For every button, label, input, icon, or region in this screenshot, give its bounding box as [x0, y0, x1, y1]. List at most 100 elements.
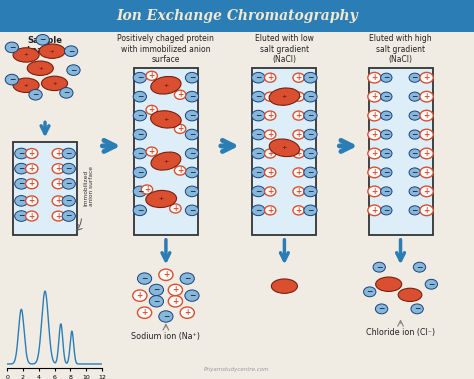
Circle shape [381, 206, 392, 215]
Circle shape [62, 163, 75, 174]
Text: −: − [255, 130, 262, 139]
Circle shape [36, 34, 49, 45]
Circle shape [420, 167, 433, 178]
Text: +: + [141, 308, 148, 317]
Circle shape [304, 91, 317, 102]
Text: +: + [295, 187, 302, 196]
Text: −: − [255, 111, 262, 120]
Text: +: + [295, 206, 302, 215]
Circle shape [26, 196, 38, 206]
Text: +: + [172, 285, 179, 294]
Circle shape [264, 73, 276, 82]
Circle shape [185, 290, 199, 301]
Text: −: − [411, 206, 418, 215]
Text: +: + [423, 130, 430, 139]
Circle shape [185, 91, 199, 102]
Circle shape [409, 168, 420, 177]
Circle shape [381, 92, 392, 101]
Circle shape [420, 186, 433, 197]
Text: −: − [18, 164, 25, 173]
Text: −: − [428, 280, 435, 289]
Text: +: + [423, 206, 430, 215]
Circle shape [264, 168, 276, 177]
Circle shape [381, 187, 392, 196]
Text: −: − [307, 111, 314, 120]
Circle shape [168, 296, 182, 307]
Circle shape [133, 148, 146, 159]
Text: −: − [137, 149, 143, 158]
Text: −: − [189, 111, 195, 120]
Text: −: − [307, 168, 314, 177]
Circle shape [149, 296, 164, 307]
Text: −: − [411, 149, 418, 158]
Text: −: − [189, 73, 195, 82]
Text: Positively chaged protein
with immobilized anion
surface: Positively chaged protein with immobiliz… [118, 34, 214, 64]
Circle shape [364, 287, 376, 297]
Circle shape [252, 110, 265, 121]
Text: −: − [383, 149, 390, 158]
Ellipse shape [42, 76, 67, 91]
Text: −: − [39, 35, 46, 44]
Circle shape [252, 91, 265, 102]
Text: +: + [163, 158, 169, 164]
Bar [252, 68, 316, 235]
Circle shape [26, 149, 38, 158]
Ellipse shape [13, 48, 39, 62]
Circle shape [264, 92, 276, 101]
Circle shape [293, 73, 304, 82]
Circle shape [133, 205, 146, 216]
Text: −: − [307, 149, 314, 158]
Text: +: + [295, 130, 302, 139]
Text: +: + [371, 73, 378, 82]
Ellipse shape [151, 152, 181, 170]
Text: +: + [295, 73, 302, 82]
Circle shape [159, 269, 173, 280]
Circle shape [293, 130, 304, 139]
Text: +: + [282, 94, 287, 99]
Circle shape [62, 179, 75, 189]
Text: −: − [65, 211, 72, 221]
Circle shape [133, 167, 146, 178]
Circle shape [409, 206, 420, 215]
Text: +: + [177, 90, 183, 99]
Circle shape [409, 149, 420, 158]
Circle shape [168, 284, 182, 296]
Circle shape [185, 205, 199, 216]
Text: +: + [163, 117, 169, 122]
Text: −: − [65, 164, 72, 173]
Circle shape [174, 124, 186, 133]
Text: −: − [184, 274, 191, 283]
Text: +: + [295, 168, 302, 177]
Circle shape [52, 149, 64, 158]
Text: −: − [153, 297, 160, 306]
Ellipse shape [271, 279, 298, 293]
Circle shape [26, 179, 38, 189]
Text: +: + [371, 111, 378, 120]
Circle shape [293, 187, 304, 196]
Circle shape [5, 42, 18, 53]
Circle shape [146, 147, 157, 156]
Circle shape [146, 71, 157, 80]
Circle shape [252, 129, 265, 140]
Text: −: − [255, 187, 262, 196]
Text: −: − [141, 274, 148, 283]
Text: −: − [18, 179, 25, 188]
Circle shape [15, 211, 28, 221]
Bar [368, 68, 432, 235]
Text: +: + [177, 124, 183, 133]
Circle shape [420, 110, 433, 121]
Circle shape [420, 91, 433, 102]
Circle shape [381, 73, 392, 82]
Circle shape [381, 149, 392, 158]
Circle shape [293, 168, 304, 177]
Circle shape [15, 163, 28, 174]
Text: −: − [307, 92, 314, 101]
Circle shape [264, 111, 276, 120]
Text: +: + [184, 308, 191, 317]
Circle shape [180, 307, 194, 318]
Circle shape [137, 307, 152, 318]
Text: −: − [378, 304, 385, 313]
Circle shape [170, 204, 181, 213]
Text: +: + [423, 73, 430, 82]
Text: −: − [137, 187, 143, 196]
